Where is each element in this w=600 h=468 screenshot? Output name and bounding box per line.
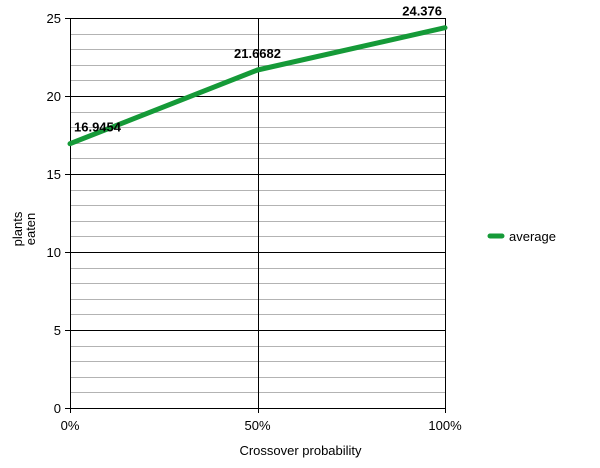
y-axis-title-line-2: eaten: [23, 213, 38, 246]
y-tick-label: 0: [54, 401, 61, 416]
series-line-average: [67, 25, 448, 147]
data-label: 16.9454: [74, 120, 122, 135]
y-tick-label: 25: [47, 11, 61, 26]
legend: average: [487, 229, 556, 244]
x-tick-label: 50%: [244, 418, 270, 433]
y-tick-label: 5: [54, 323, 61, 338]
axes: [65, 18, 445, 413]
x-tick-label: 100%: [428, 418, 462, 433]
x-axis-title: Crossover probability: [239, 443, 362, 458]
y-axis-title: plants eaten: [10, 211, 38, 246]
y-axis-title-line-1: plants: [10, 211, 25, 246]
x-tick-label: 0%: [61, 418, 80, 433]
legend-label-average: average: [509, 229, 556, 244]
y-tick-label: 10: [47, 245, 61, 260]
series-group: [67, 25, 448, 147]
y-tick-label: 20: [47, 89, 61, 104]
data-label: 24.376: [402, 4, 442, 19]
major-gridlines: [65, 18, 446, 413]
x-axis-tick-labels: 0% 50% 100%: [61, 418, 462, 433]
y-axis-tick-labels: 0 5 10 15 20 25: [47, 11, 61, 416]
data-label: 21.6682: [234, 46, 281, 61]
data-labels: 16.9454 21.6682 24.376: [74, 4, 442, 135]
minor-gridlines: [70, 34, 445, 393]
y-tick-label: 15: [47, 167, 61, 182]
